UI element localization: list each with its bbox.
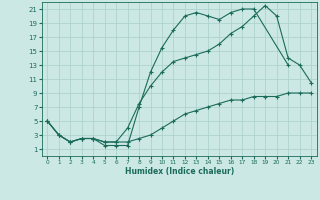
X-axis label: Humidex (Indice chaleur): Humidex (Indice chaleur) (124, 167, 234, 176)
